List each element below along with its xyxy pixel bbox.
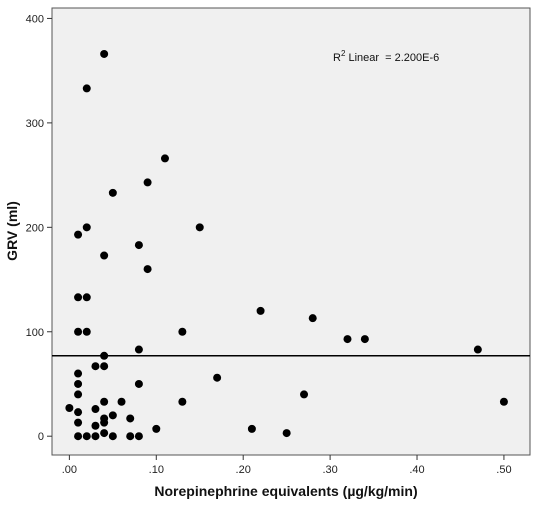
data-point bbox=[74, 230, 83, 239]
y-axis: 0 100 200 300 400 bbox=[26, 13, 52, 443]
y-tick-label: 200 bbox=[26, 222, 44, 234]
data-point bbox=[117, 397, 126, 406]
data-point bbox=[100, 414, 109, 423]
data-point bbox=[82, 84, 91, 93]
data-point bbox=[108, 188, 117, 197]
data-point bbox=[74, 369, 83, 378]
data-point bbox=[82, 327, 91, 336]
data-point bbox=[499, 397, 508, 406]
data-point bbox=[134, 241, 143, 250]
data-point bbox=[82, 432, 91, 441]
data-point bbox=[343, 335, 352, 344]
r-squared-annotation: R2 Linear = 2.200E-6 bbox=[333, 49, 439, 64]
data-point bbox=[74, 379, 83, 388]
data-point bbox=[256, 306, 265, 315]
data-point bbox=[134, 345, 143, 354]
data-point bbox=[108, 411, 117, 420]
data-point bbox=[282, 429, 291, 438]
x-tick-label: .30 bbox=[322, 464, 337, 476]
x-axis: .00 .10 .20 .30 .40 .50 bbox=[62, 455, 512, 476]
x-axis-title: Norepinephrine equivalents (µg/kg/min) bbox=[154, 483, 417, 499]
data-point bbox=[126, 414, 135, 423]
data-point bbox=[152, 424, 161, 433]
data-point bbox=[213, 373, 222, 382]
data-point bbox=[91, 362, 100, 371]
data-point bbox=[74, 293, 83, 302]
plot-area bbox=[51, 7, 531, 456]
data-point bbox=[100, 251, 109, 260]
data-point bbox=[126, 432, 135, 441]
data-point bbox=[74, 408, 83, 417]
x-tick-label: .40 bbox=[409, 464, 424, 476]
data-point bbox=[91, 421, 100, 430]
data-point bbox=[65, 404, 74, 413]
x-tick-label: .50 bbox=[496, 464, 511, 476]
data-point bbox=[82, 293, 91, 302]
data-point bbox=[473, 345, 482, 354]
data-point bbox=[82, 223, 91, 232]
y-tick-label: 400 bbox=[26, 13, 44, 25]
data-point bbox=[74, 418, 83, 427]
y-tick-label: 100 bbox=[26, 327, 44, 339]
y-tick-label: 0 bbox=[38, 431, 44, 443]
data-point bbox=[160, 154, 169, 163]
data-point bbox=[100, 429, 109, 438]
data-point bbox=[74, 432, 83, 441]
x-tick-label: .00 bbox=[62, 464, 77, 476]
data-point bbox=[100, 351, 109, 360]
data-point bbox=[178, 397, 187, 406]
data-point bbox=[308, 314, 317, 323]
data-point bbox=[91, 405, 100, 414]
data-point bbox=[108, 432, 117, 441]
data-points bbox=[65, 49, 508, 441]
data-point bbox=[300, 390, 309, 399]
x-tick-label: .10 bbox=[149, 464, 164, 476]
data-point bbox=[100, 397, 109, 406]
y-axis-title: GRV (ml) bbox=[4, 201, 20, 261]
data-point bbox=[74, 390, 83, 399]
data-point bbox=[143, 178, 152, 187]
data-point bbox=[74, 327, 83, 336]
data-point bbox=[100, 362, 109, 371]
data-point bbox=[134, 432, 143, 441]
x-tick-label: .20 bbox=[236, 464, 251, 476]
data-point bbox=[247, 424, 256, 433]
data-point bbox=[134, 379, 143, 388]
data-point bbox=[195, 223, 204, 232]
y-tick-label: 300 bbox=[26, 118, 44, 130]
data-point bbox=[178, 327, 187, 336]
data-point bbox=[143, 265, 152, 274]
data-point bbox=[360, 335, 369, 344]
data-point bbox=[100, 49, 109, 58]
data-point bbox=[91, 432, 100, 441]
